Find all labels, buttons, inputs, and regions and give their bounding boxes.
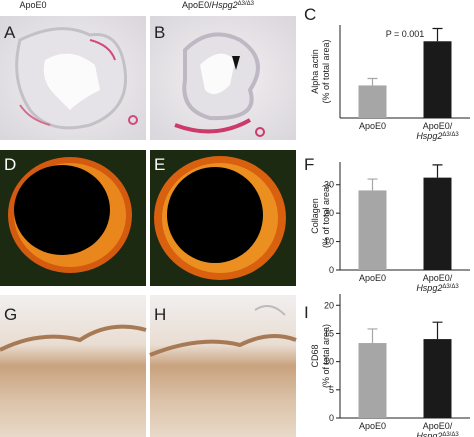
x-tick-label: ApoE0 [359,421,386,431]
y-tick-label: 10 [324,357,334,367]
panel-label: C [304,5,316,24]
image-panel: D [0,150,146,286]
bar [358,85,387,118]
x-tick-label: ApoE0/Hspg2Δ3/Δ3 [416,121,459,141]
panel-label: B [154,23,165,42]
bar [358,190,387,270]
y-axis-label: (% of total area) [321,324,331,388]
bar [423,41,452,118]
error-bar [367,178,378,191]
error-bar [432,164,443,178]
panel-label: D [4,155,16,174]
x-tick-label: ApoE0/Hspg2Δ3/Δ3 [416,273,459,293]
y-tick-label: 20 [324,300,334,310]
bar [358,343,387,418]
x-tick-label: ApoE0/Hspg2Δ3/Δ3 [416,421,459,437]
bar [423,177,452,270]
panel-label: H [154,305,166,324]
column-header: ApoE0/Hspg2Δ3/Δ3 [182,0,255,10]
y-tick-label: 0 [329,265,334,275]
error-bar [432,27,443,42]
panel-label: G [4,305,17,324]
error-bar [367,77,378,86]
panel-label: I [304,303,309,322]
y-axis-label: CD68 [310,344,320,367]
panel-label: F [304,155,314,174]
image-panel: E [150,150,296,286]
y-tick-label: 0 [329,413,334,423]
image-panel: G [0,295,147,437]
annotation: P = 0.001 [386,29,425,39]
image-panel: B [150,16,296,140]
y-axis-label: Alpha actin [310,49,320,94]
x-tick-label: ApoE0 [359,273,386,283]
y-axis-label: Collagen [310,198,320,234]
panel-label: A [4,23,16,42]
y-tick-label: 5 [329,385,334,395]
x-tick-label: ApoE0 [359,121,386,131]
y-axis-label: (% of total area) [321,39,331,103]
y-tick-label: 10 [324,237,334,247]
image-panel: H [149,295,297,437]
image-panel: A [0,16,146,140]
y-axis-label: (% of total area) [321,184,331,248]
y-tick-label: 30 [324,180,334,190]
bar [423,339,452,418]
y-tick-label: 20 [324,208,334,218]
column-header: ApoE0 [19,0,46,10]
error-bar [432,321,443,340]
error-bar [367,328,378,344]
y-tick-label: 15 [324,328,334,338]
panel-label: E [154,155,165,174]
